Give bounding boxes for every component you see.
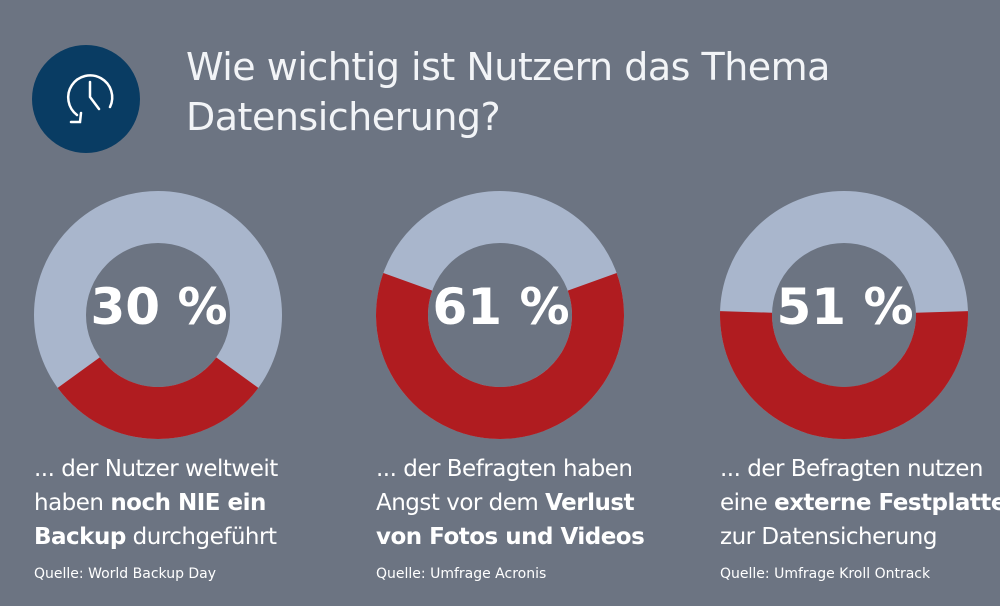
description-text: zur Datensicherung	[720, 524, 937, 550]
percentage-label: 61 %	[432, 278, 570, 336]
description-text: ... der Befragten haben	[376, 456, 633, 482]
description-emphasis: Verlust	[545, 490, 635, 516]
backup-clock-icon	[32, 45, 140, 153]
title-line-2: Datensicherung?	[186, 95, 501, 139]
source-note: Quelle: Umfrage Kroll Ontrack	[720, 566, 931, 582]
description-emphasis: noch NIE ein	[110, 490, 266, 516]
donut-value-segment	[720, 311, 968, 440]
donut-chart	[375, 191, 624, 439]
donut-chart	[34, 191, 282, 440]
percentage-label: 30 %	[90, 278, 228, 336]
description-emphasis: Backup	[34, 524, 126, 550]
donut-value-segment	[57, 357, 259, 440]
donut-value-segment	[375, 272, 624, 439]
description-text: durchgeführt	[125, 524, 277, 550]
source-note: Quelle: Umfrage Acronis	[376, 566, 547, 582]
donut-chart	[720, 191, 968, 440]
description: ... der Befragten haben Angst vor dem Ver…	[376, 452, 676, 554]
description-text: Angst vor dem	[376, 490, 546, 516]
description-text: eine	[720, 490, 775, 516]
source-note: Quelle: World Backup Day	[34, 566, 217, 582]
description-emphasis: von Fotos und Videos	[376, 524, 645, 550]
page-title: Wie wichtig ist Nutzern das Thema Datens…	[186, 42, 830, 142]
description-emphasis: externe Festplatte	[774, 490, 1000, 516]
description: ... der Befragten nutzen eine externe Fes…	[720, 452, 1000, 554]
description: ... der Nutzer weltweit haben noch NIE ei…	[34, 452, 334, 554]
percentage-label: 51 %	[776, 278, 914, 336]
description-text: ... der Befragten nutzen	[720, 456, 983, 482]
description-text: haben	[34, 490, 111, 516]
description-text: ... der Nutzer weltweit	[34, 456, 278, 482]
title-line-1: Wie wichtig ist Nutzern das Thema	[186, 45, 830, 89]
